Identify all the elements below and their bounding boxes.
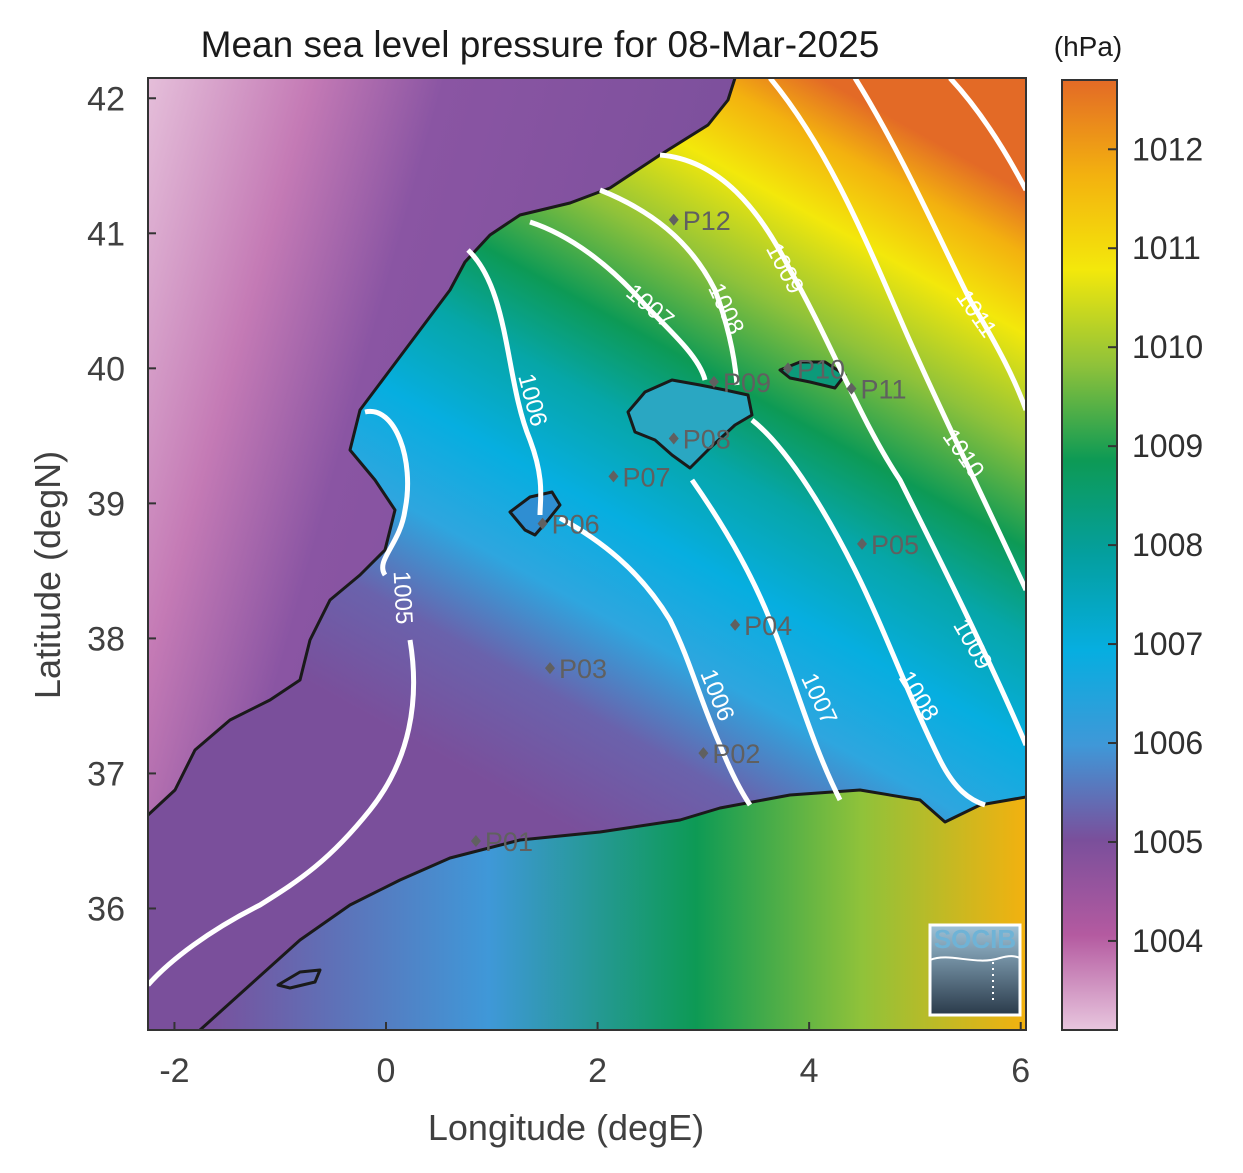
- colorbar-unit: (hPa): [1054, 31, 1122, 62]
- isobar-1008-a: [599, 187, 740, 386]
- logo-background: [930, 925, 1020, 1015]
- isobar-label: 1005: [388, 570, 418, 625]
- colorbar-tick-label: 1004: [1132, 923, 1203, 959]
- isobars: [148, 78, 1026, 987]
- isobar-1012: [948, 78, 1026, 192]
- iberia-land: [148, 78, 735, 815]
- logo-wave: [929, 955, 1021, 962]
- y-tick-label: 38: [87, 620, 125, 658]
- station-label: P09: [723, 368, 771, 398]
- mallorca: [628, 380, 752, 468]
- colorbar-tick-label: 1005: [1132, 824, 1203, 860]
- plot-frame: [147, 77, 1027, 1031]
- y-tick-label: 36: [87, 890, 125, 928]
- station-marker: [668, 432, 679, 445]
- y-tick-label: 40: [87, 350, 125, 388]
- station-label: P07: [622, 462, 670, 492]
- isobar-1011: [852, 78, 1026, 411]
- station-marker: [608, 470, 619, 483]
- station-marker: [537, 517, 548, 530]
- station-label: P10: [797, 354, 845, 384]
- colorbar-tick-label: 1011: [1132, 230, 1201, 266]
- station-marker: [846, 382, 857, 395]
- isobar-1005-b: [148, 639, 417, 987]
- colorbar-tick-label: 1012: [1132, 131, 1203, 167]
- x-tick-label: 6: [1011, 1052, 1030, 1090]
- logo-frame: [928, 923, 1022, 1017]
- station-marker: [708, 375, 719, 388]
- colorbar-tick-label: 1010: [1132, 329, 1203, 365]
- x-tick-label: 2: [588, 1052, 607, 1090]
- stations: P01 P02 P03 P04 P05 P06 P07 P08 P09 P10 P11 P12: [470, 206, 919, 857]
- colorbar: [1061, 79, 1118, 1031]
- menorca-coastline: [778, 360, 847, 390]
- y-tick-label: 41: [87, 215, 125, 253]
- station-label: P06: [552, 510, 600, 540]
- africa-land: [200, 790, 1026, 1030]
- pressure-field: [148, 78, 1026, 1030]
- y-axis: 42 41 40 39 38 37 36: [87, 80, 156, 928]
- isobar-1007-a: [529, 219, 708, 381]
- isobar-1006-a: [466, 248, 544, 516]
- map-title: Mean sea level pressure for 08-Mar-2025: [201, 24, 880, 65]
- x-tick-label: -2: [159, 1052, 189, 1090]
- y-tick-label: 39: [87, 485, 125, 523]
- alboran-island-coastline: [276, 968, 322, 990]
- colorbar-tick-label: 1009: [1132, 428, 1203, 464]
- station-marker: [730, 618, 741, 631]
- colorbar-tick-label: 1008: [1132, 527, 1203, 563]
- station-marker: [470, 834, 481, 847]
- y-axis-label: Latitude (degN): [27, 451, 68, 699]
- ibiza-coastline: [508, 490, 562, 537]
- x-tick-label: 0: [377, 1052, 396, 1090]
- station-label: P12: [683, 206, 731, 236]
- isobar-1006-b: [558, 515, 753, 807]
- isobar-1010: [768, 78, 1026, 592]
- x-axis-label: Longitude (degE): [428, 1107, 704, 1148]
- station-marker: [782, 362, 793, 375]
- station-marker: [698, 747, 709, 760]
- africa-coastline: [198, 788, 1026, 1030]
- x-axis: -2 0 2 4 6: [159, 1022, 1030, 1090]
- colorbar-ticks: 1012 1011 1010 1009 1008 1007 1006 1005 1004: [1108, 131, 1203, 959]
- station-label: P05: [871, 530, 919, 560]
- y-tick-label: 42: [87, 80, 125, 118]
- station-marker: [544, 662, 555, 675]
- station-label: P01: [485, 827, 533, 857]
- x-tick-label: 4: [800, 1052, 819, 1090]
- station-marker: [857, 537, 868, 550]
- station-label: P08: [683, 425, 731, 455]
- station-marker: [668, 213, 679, 226]
- socib-logo: SOCIB: [928, 923, 1022, 1017]
- station-label: P04: [744, 611, 792, 641]
- station-label: P11: [860, 375, 906, 405]
- colorbar-tick-label: 1006: [1132, 725, 1203, 761]
- menorca: [780, 362, 845, 388]
- isobar-1005-a: [364, 409, 411, 577]
- colorbar-tick-label: 1007: [1132, 626, 1203, 662]
- station-label: P03: [559, 654, 607, 684]
- isobar-1008-b: [750, 418, 986, 808]
- logo-text: SOCIB: [934, 924, 1016, 954]
- isobar-1009: [659, 152, 1026, 746]
- station-label: P02: [712, 739, 760, 769]
- mallorca-coastline: [626, 378, 754, 470]
- isobar-1007-b: [689, 478, 843, 802]
- y-tick-label: 37: [87, 755, 125, 793]
